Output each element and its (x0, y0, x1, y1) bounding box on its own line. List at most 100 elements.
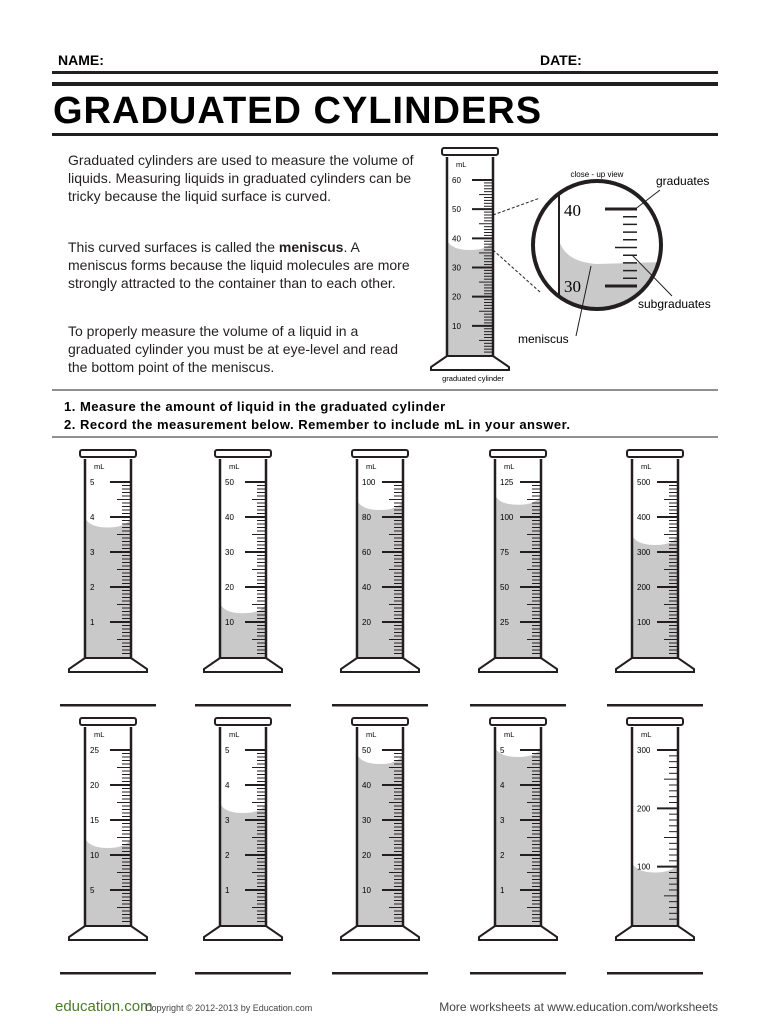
foot (615, 925, 695, 941)
unit: mL (641, 462, 651, 471)
scale-label: 20 (362, 618, 371, 627)
closeup (531, 179, 663, 311)
caption: graduated cylinder (442, 374, 504, 383)
liquid (447, 240, 493, 356)
scale-label: 200 (637, 804, 651, 813)
answer-line (195, 972, 291, 975)
foot (478, 925, 558, 941)
lip (351, 449, 409, 458)
scale-label: 10 (225, 618, 234, 627)
unit: mL (641, 730, 651, 739)
liquid (357, 754, 403, 926)
scale-label: 10 (362, 886, 371, 895)
lip (626, 717, 684, 726)
leader (492, 249, 541, 293)
scale-label: 3 (500, 816, 505, 825)
liquid (495, 494, 541, 658)
answer-line (470, 972, 566, 975)
scale-label: 50 (362, 746, 371, 755)
liquid (632, 862, 678, 926)
foot (68, 657, 148, 673)
scale-label: 15 (90, 816, 99, 825)
title: GRADUATED CYLINDERS (53, 90, 542, 132)
closeup-label: 40 (564, 201, 581, 220)
scale-label: 4 (90, 513, 95, 522)
answer-line (332, 704, 428, 707)
scale-label: 3 (90, 548, 95, 557)
unit: mL (94, 462, 104, 471)
rule (52, 71, 718, 74)
scale-label: 300 (637, 746, 651, 755)
unit: mL (504, 730, 514, 739)
lip (489, 717, 547, 726)
foot (68, 925, 148, 941)
liquid (220, 803, 266, 926)
foot (615, 657, 695, 673)
tube (355, 727, 405, 926)
tube (493, 459, 543, 658)
unit: mL (94, 730, 104, 739)
logo: education.com (55, 998, 153, 1015)
scale-label: 40 (362, 583, 371, 592)
scale-label: 50 (452, 205, 461, 214)
name-label: NAME: (58, 52, 104, 68)
lip (214, 449, 272, 458)
scale-label: 1 (225, 886, 230, 895)
scale-label: 50 (225, 478, 234, 487)
unit: mL (366, 462, 376, 471)
instruction: 2. Record the measurement below. Remembe… (64, 417, 571, 432)
tube (83, 727, 133, 926)
scale-label: 100 (500, 513, 514, 522)
lip (214, 717, 272, 726)
copyright: Copyright © 2012-2013 by Education.com (145, 1003, 312, 1013)
unit: mL (229, 730, 239, 739)
unit: mL (456, 160, 466, 169)
callout: subgraduates (638, 297, 711, 311)
answer-line (195, 704, 291, 707)
pointer (633, 189, 661, 211)
liquid (85, 838, 131, 926)
foot (478, 657, 558, 673)
pointer (631, 254, 673, 297)
unit: mL (504, 462, 514, 471)
foot (203, 925, 283, 941)
tube (493, 727, 543, 926)
scale-label: 20 (90, 781, 99, 790)
tube (355, 459, 405, 658)
scale-label: 40 (362, 781, 371, 790)
scale-label: 40 (225, 513, 234, 522)
closeup-label: 30 (564, 277, 581, 296)
scale-label: 25 (500, 618, 509, 627)
scale-label: 50 (500, 583, 509, 592)
answer-line (332, 972, 428, 975)
callout: meniscus (518, 332, 569, 346)
scale-label: 100 (362, 478, 376, 487)
lip (489, 449, 547, 458)
paragraph: This curved surfaces is called the menis… (68, 238, 418, 292)
answer-line (470, 704, 566, 707)
more-worksheets: More worksheets at www.education.com/wor… (439, 1000, 718, 1014)
callout: graduates (656, 174, 709, 188)
paragraph: Graduated cylinders are used to measure … (68, 152, 414, 204)
foot (430, 355, 510, 371)
scale-label: 1 (90, 618, 95, 627)
tube (218, 459, 268, 658)
scale-label: 20 (452, 293, 461, 302)
scale-label: 75 (500, 548, 509, 557)
liquid (495, 747, 541, 926)
answer-line (60, 972, 156, 975)
tube (218, 727, 268, 926)
scale-label: 40 (452, 234, 461, 243)
liquid (220, 603, 266, 658)
scale-label: 30 (362, 816, 371, 825)
scale-label: 125 (500, 478, 514, 487)
scale-label: 10 (90, 851, 99, 860)
unit: mL (229, 462, 239, 471)
scale-label: 1 (500, 886, 505, 895)
lip (351, 717, 409, 726)
answer-line (607, 704, 703, 707)
scale-label: 25 (90, 746, 99, 755)
text: . A meniscus forms because the liquid mo… (68, 239, 410, 291)
